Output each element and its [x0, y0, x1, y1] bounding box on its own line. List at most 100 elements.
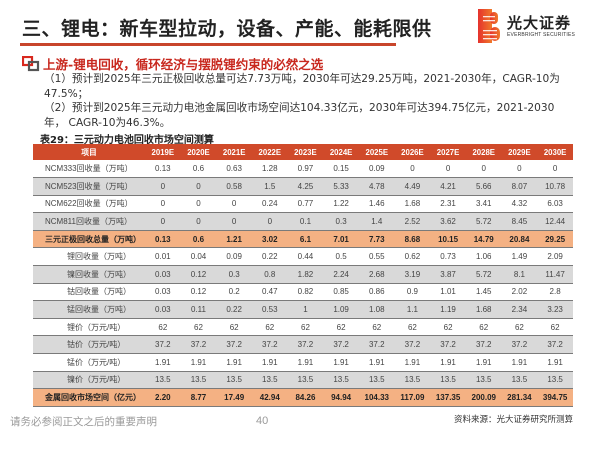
table-cell: 1.91	[251, 353, 288, 372]
table-total-row: 三元正极回收总量（万吨） 0.13 0.6 1.21 3.02 6.1 7.01 7.73 8.…	[33, 230, 573, 248]
table-cell: 0.24	[251, 195, 288, 213]
table-cell: 2.02	[501, 283, 538, 301]
table-cell: 200.09	[465, 388, 502, 407]
table-cell: 37.2	[394, 335, 431, 354]
table-row: NCM523回收量（万吨） 0 0 0.58 1.5 4.25 5.33 4.78 4.49 4.…	[33, 177, 573, 196]
table-cell: 0.53	[251, 300, 288, 319]
table-cell: 1.45	[465, 283, 502, 301]
table-cell: 62	[465, 318, 502, 336]
table-cell: 0	[537, 160, 573, 178]
table-cell: 1.91	[358, 353, 395, 372]
column-header: 2024E	[323, 144, 359, 160]
column-header: 2022E	[251, 144, 288, 160]
table-cell: 3.23	[537, 300, 573, 319]
table-cell: 0.3	[323, 212, 359, 231]
table-cell: 0.2	[216, 283, 252, 301]
table-cell: 1.91	[287, 353, 324, 372]
page-number: 40	[256, 415, 269, 427]
table-cell: 84.26	[287, 388, 324, 407]
table-cell: 2.34	[501, 300, 538, 319]
row-label: 镍价（万元/吨）	[33, 371, 145, 389]
overlapping-squares-icon	[22, 56, 40, 72]
table-cell: 12.44	[537, 212, 573, 231]
row-label: NCM333回收量（万吨）	[33, 160, 145, 178]
table-cell: 0	[180, 195, 217, 213]
table-cell: 2.68	[358, 265, 395, 284]
table-cell: 62	[180, 318, 217, 336]
bullet-list: （1）预计到2025年三元正极回收总量可达7.73万吨，2030年可达29.25…	[44, 72, 574, 130]
table-cell: 0.62	[394, 247, 431, 266]
table-cell: 37.2	[358, 335, 395, 354]
column-header: 2027E	[430, 144, 466, 160]
table-cell: 0	[145, 195, 181, 213]
row-label: NCM622回收量（万吨）	[33, 195, 145, 213]
table-cell: 3.41	[465, 195, 502, 213]
bullet-item: （2）预计到2025年三元动力电池金属回收市场空间达104.33亿元，2030年…	[44, 102, 555, 129]
table-cell: 2.24	[323, 265, 359, 284]
table-cell: 13.5	[394, 371, 431, 389]
table-cell: 1.46	[358, 195, 395, 213]
table-cell: 0	[180, 177, 217, 196]
table-cell: 62	[537, 318, 573, 336]
table-cell: 0.03	[145, 283, 181, 301]
table-cell: 13.5	[465, 371, 502, 389]
column-header: 2026E	[394, 144, 431, 160]
table-row: NCM811回收量（万吨） 0 0 0 0 0.1 0.3 1.4 2.52 3.62 5.72 8.…	[33, 212, 573, 231]
table-cell: 1.68	[465, 300, 502, 319]
table-cell: 13.5	[145, 371, 181, 389]
column-header: 项目	[33, 144, 145, 160]
table-cell: 62	[501, 318, 538, 336]
table-row: NCM333回收量（万吨） 0.13 0.6 0.63 1.28 0.97 0.15 0.09…	[33, 160, 573, 178]
table-row: 钴回收量（万吨） 0.03 0.12 0.2 0.47 0.82 0.85 0.86 0.9 1.…	[33, 283, 573, 301]
table-cell: 1.09	[323, 300, 359, 319]
table-cell: 1.91	[145, 353, 181, 372]
table-cell: 0.09	[358, 160, 395, 178]
table-cell: 0.12	[180, 283, 217, 301]
table-cell: 0.97	[287, 160, 324, 178]
table-cell: 37.2	[323, 335, 359, 354]
table-cell: 13.5	[287, 371, 324, 389]
recycling-market-table: 项目 2019E 2020E 2021E 2022E 2023E 2024E 2…	[33, 144, 573, 407]
table-cell: 37.2	[465, 335, 502, 354]
table-cell: 1.91	[180, 353, 217, 372]
table-cell: 1.01	[430, 283, 466, 301]
table-cell: 0	[501, 160, 538, 178]
table-cell: 1.19	[430, 300, 466, 319]
table-cell: 13.5	[323, 371, 359, 389]
table-cell: 0.22	[251, 247, 288, 266]
table-cell: 0.1	[287, 212, 324, 231]
table-cell: 7.01	[323, 230, 359, 248]
table-total-row: 金属回收市场空间（亿元） 2.20 8.77 17.49 42.94 84.26 94.94…	[33, 388, 573, 407]
row-label: 锰价（万元/吨）	[33, 353, 145, 372]
table-cell: 37.2	[537, 335, 573, 354]
table-cell: 0	[216, 212, 252, 231]
row-label: NCM523回收量（万吨）	[33, 177, 145, 196]
table-cell: 0.58	[216, 177, 252, 196]
column-header: 2020E	[180, 144, 217, 160]
table-cell: 8.1	[501, 265, 538, 284]
table-cell: 0.6	[180, 230, 217, 248]
row-label: 锂价（万元/吨）	[33, 318, 145, 336]
table-cell: 4.32	[501, 195, 538, 213]
row-label: 锰回收量（万吨）	[33, 300, 145, 319]
table-cell: 0	[145, 212, 181, 231]
table-cell: 104.33	[358, 388, 395, 407]
table-cell: 13.5	[180, 371, 217, 389]
everbright-logo-icon	[478, 9, 500, 43]
table-cell: 1.22	[323, 195, 359, 213]
table-cell: 0.03	[145, 265, 181, 284]
table-cell: 0	[216, 195, 252, 213]
table-body: NCM333回收量（万吨） 0.13 0.6 0.63 1.28 0.97 0.15 0.09…	[33, 160, 573, 407]
table-cell: 14.79	[465, 230, 502, 248]
column-header: 2021E	[216, 144, 252, 160]
table-cell: 0.11	[180, 300, 217, 319]
table-cell: 1.06	[465, 247, 502, 266]
table-cell: 3.19	[394, 265, 431, 284]
title-underline	[20, 43, 396, 46]
table-cell: 1.21	[216, 230, 252, 248]
row-label: 三元正极回收总量（万吨）	[33, 230, 145, 248]
bullet-item: （1）预计到2025年三元正极回收总量可达7.73万吨，2030年可达29.25…	[44, 73, 560, 100]
table-cell: 1.68	[394, 195, 431, 213]
table-cell: 0.13	[145, 160, 181, 178]
table-cell: 0.77	[287, 195, 324, 213]
